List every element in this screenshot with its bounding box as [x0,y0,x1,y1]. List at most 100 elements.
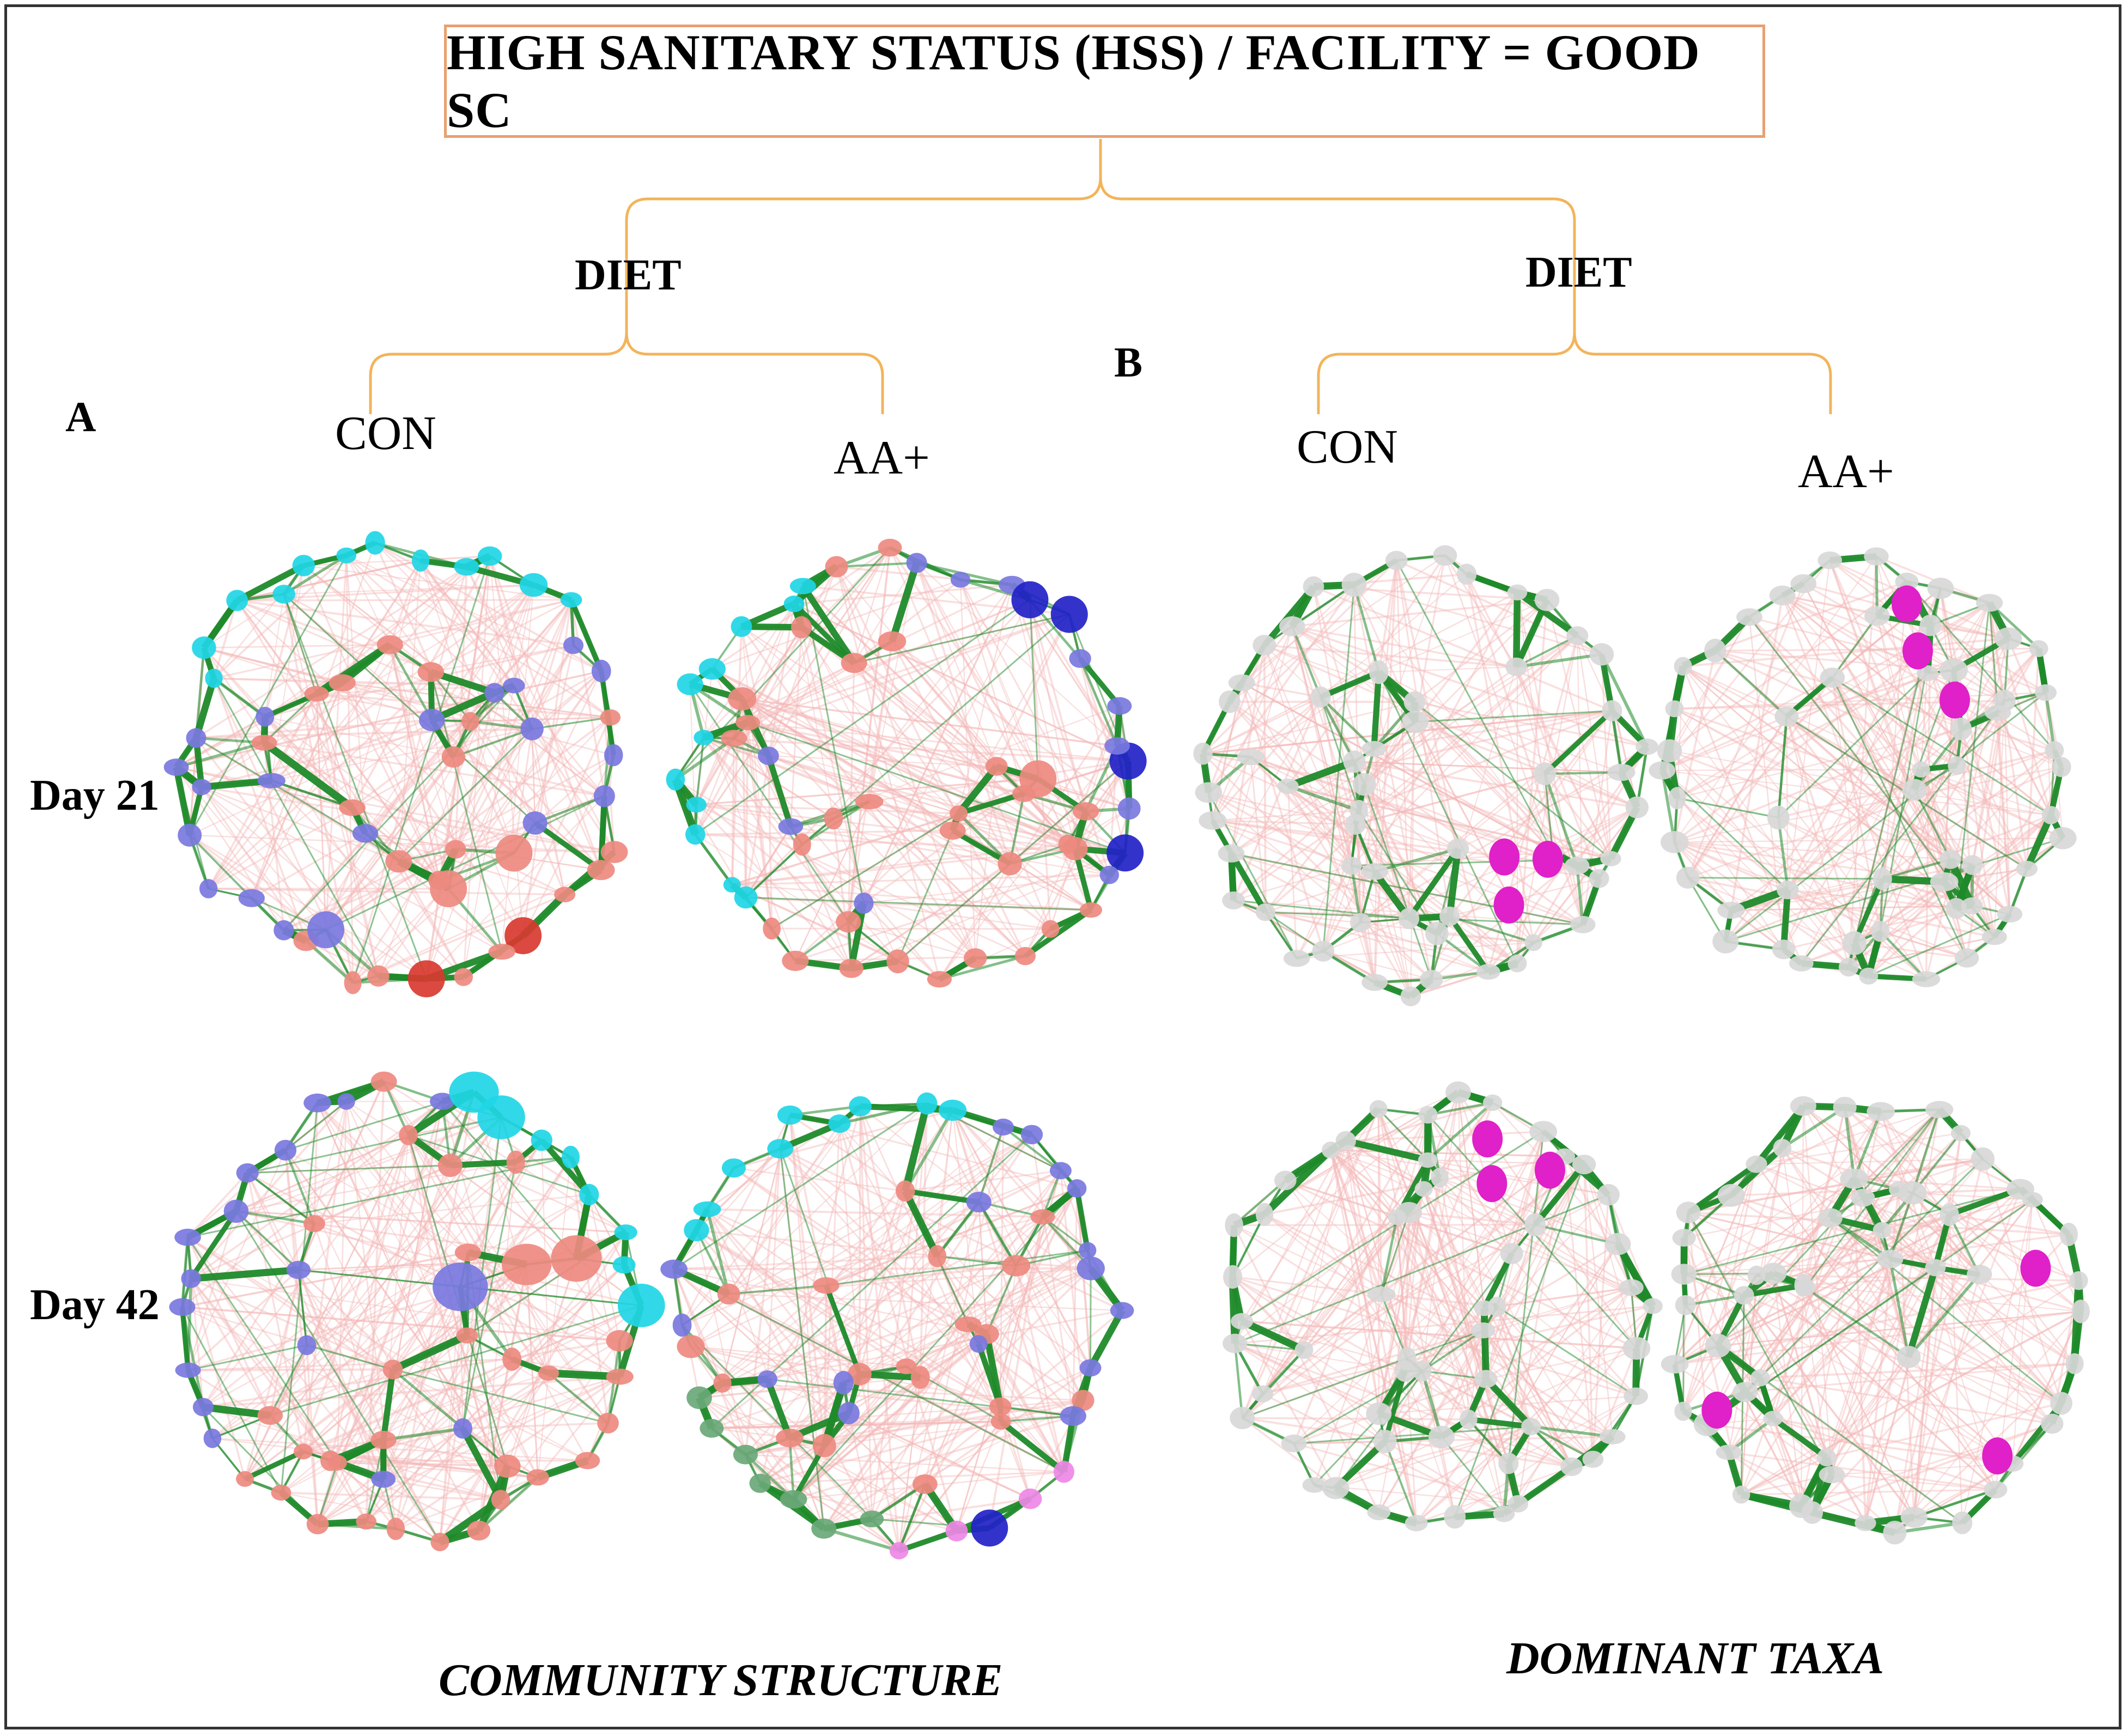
positive-edge [1320,696,1360,811]
negative-edge [1444,555,1554,853]
negative-edge [1989,603,2005,701]
network-node [192,636,216,659]
negative-edge [1674,841,1967,959]
positive-edge [2044,692,2056,751]
negative-edge [1377,1109,1380,1414]
network-node [203,1428,222,1448]
negative-edge [1396,1216,1485,1309]
network-node [606,1368,634,1385]
network-node [1984,705,2011,721]
negative-edge [1913,1188,2021,1194]
negative-edge [823,1400,1084,1529]
network-node [1366,1402,1392,1425]
negative-edge [1421,1156,1565,1371]
network-node [1459,1409,1478,1430]
network-node [1896,1345,1921,1368]
negative-edge [1423,1188,1485,1309]
dominant-taxon-node [1902,632,1933,670]
network-node [1117,797,1141,820]
negative-edge [431,584,535,721]
negative-edge [741,697,1130,810]
negative-edge [759,1106,861,1484]
negative-edge [1395,560,1459,849]
negative-edge [860,1106,1123,1312]
negative-edge [1714,650,1957,767]
positive-edge [1240,1318,1306,1353]
negative-edge [733,737,1126,854]
network-node [1774,706,1799,727]
network-node [1310,686,1331,708]
network-node [174,1228,201,1246]
network-node [2041,1413,2064,1434]
negative-edge [1354,761,1622,773]
negative-edge [1011,584,1111,876]
network-node [437,1154,463,1177]
negative-edge [1303,1156,1565,1351]
negative-edge [1414,701,1600,879]
negative-edge [1805,1286,2062,1404]
network-node [178,823,202,847]
negative-edge [378,585,534,976]
negative-edge [208,566,467,889]
negative-edge [175,715,266,768]
network-node [1361,863,1389,880]
network-node [1955,948,1979,968]
negative-edge [916,562,998,767]
positive-edge [1534,1163,1585,1225]
positive-edge [1381,1212,1410,1295]
negative-edge [1881,1229,2075,1365]
negative-edge [1829,560,1945,882]
negative-edge [1787,602,1990,890]
negative-edge [712,1420,1001,1430]
negative-edge [1427,1114,1513,1254]
network-node [1077,1257,1105,1280]
negative-edge [1782,594,2052,816]
negative-edge [1496,1306,1573,1467]
network-node [1483,1094,1503,1111]
positive-edge [1264,911,1324,952]
negative-edge [1323,950,1432,980]
network-node [1433,545,1457,566]
network-node [502,1347,522,1371]
negative-edge [1241,1216,1398,1322]
negative-edge [236,560,421,602]
negative-edge [1971,766,2063,907]
negative-edge [916,562,1118,746]
negative-edge [864,874,1110,904]
negative-edge [1262,1164,1585,1394]
negative-edge [731,738,735,885]
negative-edge [182,1306,620,1342]
negative-edge [1378,1425,1532,1513]
network-node [1507,584,1528,600]
network-node [749,1473,771,1493]
negative-edge [1250,696,1321,758]
network-node [854,893,874,914]
network-node [1817,551,1843,569]
negative-edge [826,1265,1017,1287]
diet-label-left: DIET [575,251,682,299]
network-node [789,578,816,594]
negative-edge [1360,710,1613,923]
negative-edge [1264,635,1578,913]
network-node [1341,857,1362,875]
negative-edge [203,647,353,809]
negative-edge [1241,682,1324,952]
negative-edge [832,584,1013,819]
negative-edge [1235,1343,1405,1372]
negative-edge [408,1134,627,1234]
negative-edge [853,662,959,814]
network-node [1746,1155,1767,1173]
positive-edge [392,1368,464,1430]
negative-edge [1241,682,1321,699]
negative-edge [1782,1148,1997,1490]
negative-edge [1497,1286,1632,1308]
network-node [1717,902,1745,919]
network-node [484,683,504,703]
network-node [386,1518,405,1540]
negative-edge [698,1397,825,1447]
positive-edge [192,677,217,739]
network-node [1997,906,2023,923]
negative-edge [695,829,953,836]
negative-edge [859,1249,1088,1375]
positive-edge [271,779,353,809]
